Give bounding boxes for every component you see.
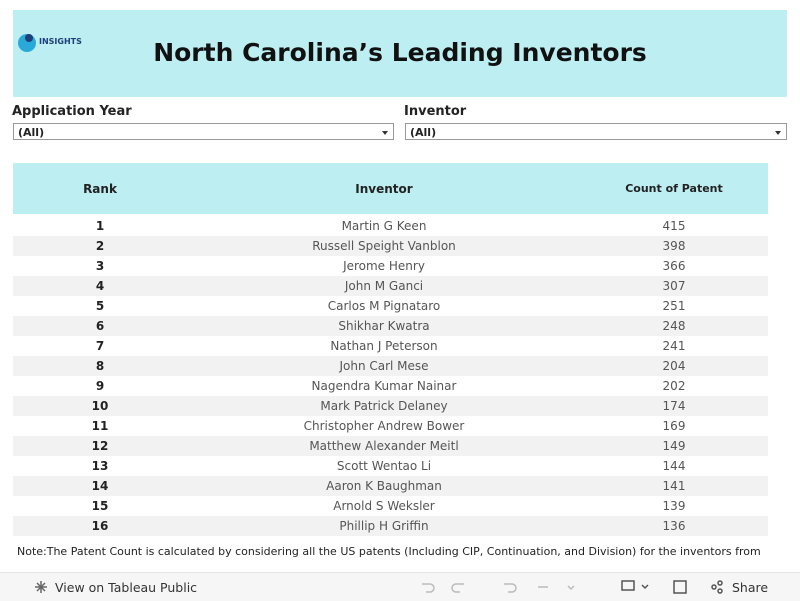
table-cell: Nagendra Kumar Nainar — [311, 379, 457, 393]
table-cell: 174 — [662, 399, 686, 413]
table-cell: John Carl Mese — [339, 359, 429, 373]
table-row: 16 Phillip H Griffin 136 — [13, 516, 768, 536]
table-cell: 136 — [662, 519, 686, 533]
table-cell: 415 — [662, 219, 686, 233]
toolbar: View on Tableau Public Share — [0, 572, 800, 601]
table-cell: 141 — [662, 479, 686, 493]
table-cell: John M Ganci — [344, 279, 424, 293]
table-row: 13 Scott Wentao Li 144 — [13, 456, 768, 476]
column-header: Inventor — [355, 182, 413, 196]
table-cell: Phillip H Griffin — [339, 519, 429, 533]
table-cell: Russell Speight Vanblon — [312, 239, 456, 253]
table-cell: 248 — [662, 319, 686, 333]
table-cell: 251 — [662, 299, 686, 313]
table-cell: 12 — [91, 439, 109, 453]
table-row: 1 Martin G Keen 415 — [13, 216, 768, 236]
filter-label: Application Year — [12, 104, 132, 119]
table-row: 3 Jerome Henry 366 — [13, 256, 768, 276]
table-cell: 241 — [662, 339, 686, 353]
table-cell: Carlos M Pignataro — [327, 299, 441, 313]
table-cell: 9 — [95, 379, 105, 393]
table-row: 10 Mark Patrick Delaney 174 — [13, 396, 768, 416]
table-cell: 366 — [662, 259, 686, 273]
table-row: 14 Aaron K Baughman 141 — [13, 476, 768, 496]
table-cell: Arnold S Weksler — [333, 499, 435, 513]
logo: INSIGHTS — [39, 37, 82, 46]
table-cell: Christopher Andrew Bower — [303, 419, 465, 433]
table-header: Rank Inventor Count of Patent — [13, 163, 768, 214]
table-cell: 169 — [662, 419, 686, 433]
table-cell: 149 — [662, 439, 686, 453]
table-cell: 307 — [662, 279, 686, 293]
header: INSIGHTS North Carolina’s Leading Invent… — [13, 10, 787, 97]
table-cell: 144 — [662, 459, 686, 473]
table-cell: 6 — [95, 319, 105, 333]
table-row: 4 John M Ganci 307 — [13, 276, 768, 296]
table-row: 6 Shikhar Kwatra 248 — [13, 316, 768, 336]
table-row: 7 Nathan J Peterson 241 — [13, 336, 768, 356]
filter-dropdown[interactable]: (All) — [13, 123, 394, 140]
tableau-icon — [35, 581, 47, 593]
table-cell: Aaron K Baughman — [326, 479, 442, 493]
history-buttons — [422, 583, 575, 593]
table-cell: 13 — [91, 459, 109, 473]
table-cell: 204 — [662, 359, 686, 373]
filter-dropdown[interactable]: (All) — [405, 123, 787, 140]
column-header: Count of Patent — [625, 182, 723, 195]
table-cell: 1 — [95, 219, 105, 233]
title: North Carolina’s Leading Inventors — [153, 38, 647, 67]
table-row: 2 Russell Speight Vanblon 398 — [13, 236, 768, 256]
share-button[interactable]: Share — [732, 580, 769, 595]
table-cell: Mark Patrick Delaney — [320, 399, 448, 413]
table-cell: 14 — [91, 479, 109, 493]
table-row: 15 Arnold S Weksler 139 — [13, 496, 768, 516]
table-cell: Jerome Henry — [343, 259, 425, 273]
table-cell: 5 — [95, 299, 105, 313]
table-cell: 4 — [95, 279, 105, 293]
table-cell: 16 — [91, 519, 109, 533]
column-header: Rank — [83, 182, 117, 196]
note: Note:The Patent Count is calculated by c… — [17, 545, 761, 558]
table-cell: Martin G Keen — [341, 219, 427, 233]
table-cell: Scott Wentao Li — [336, 459, 432, 473]
table-cell: Shikhar Kwatra — [338, 319, 430, 333]
table-cell: 8 — [95, 359, 105, 373]
table-row: 5 Carlos M Pignataro 251 — [13, 296, 768, 316]
table-cell: 3 — [95, 259, 105, 273]
view-link[interactable]: View on Tableau Public — [55, 580, 198, 595]
table-cell: 11 — [91, 419, 109, 433]
table-cell: 15 — [91, 499, 109, 513]
filter-label: Inventor — [404, 104, 467, 119]
table-cell: 7 — [95, 339, 105, 353]
table-row: 11 Christopher Andrew Bower 169 — [13, 416, 768, 436]
table-cell: Matthew Alexander Meitl — [309, 439, 459, 453]
table-cell: 139 — [662, 499, 686, 513]
table-cell: 2 — [95, 239, 105, 253]
table-cell: 10 — [91, 399, 109, 413]
table-row: 12 Matthew Alexander Meitl 149 — [13, 436, 768, 456]
table-cell: 398 — [662, 239, 686, 253]
table-row: 9 Nagendra Kumar Nainar 202 — [13, 376, 768, 396]
table-cell: Nathan J Peterson — [330, 339, 438, 353]
table-row: 8 John Carl Mese 204 — [13, 356, 768, 376]
logo-icon — [18, 34, 36, 52]
action-icons[interactable] — [620, 578, 740, 596]
table-cell: 202 — [662, 379, 686, 393]
